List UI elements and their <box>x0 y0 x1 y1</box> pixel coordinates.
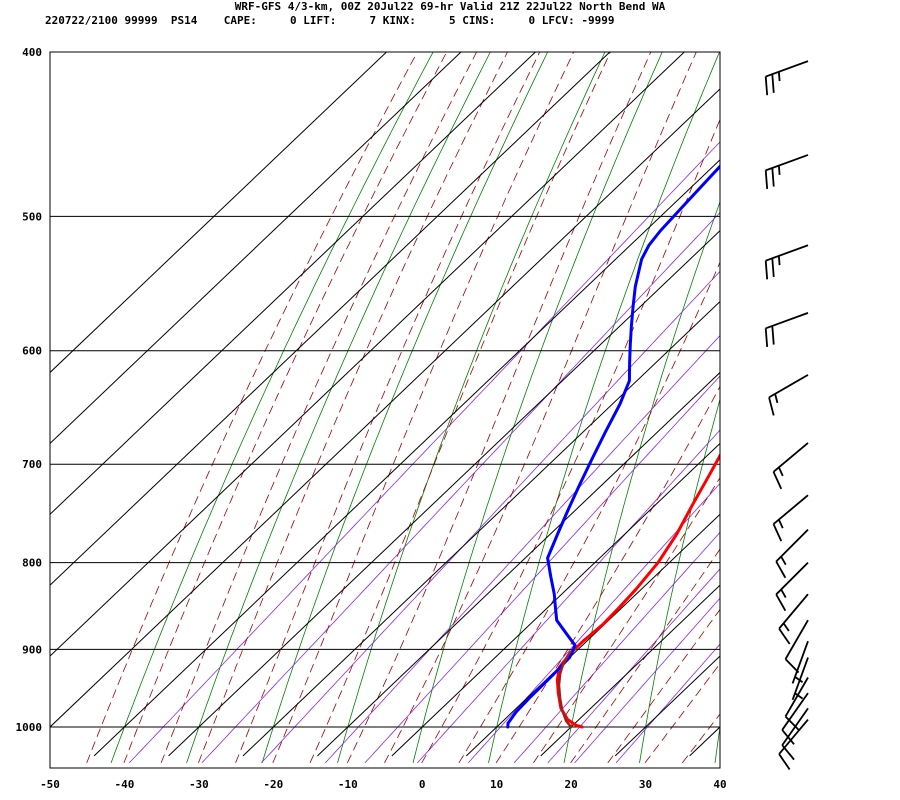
isotherm-line <box>50 88 720 728</box>
wind-barb <box>775 561 809 612</box>
y-tick-label: 800 <box>22 557 42 570</box>
dry-adiabat <box>791 33 900 763</box>
y-tick-label: 500 <box>22 210 42 223</box>
wind-barb <box>772 494 809 542</box>
wind-barb <box>764 244 809 280</box>
dry-adiabat <box>639 397 720 763</box>
x-tick-label: 20 <box>564 778 577 791</box>
profile-series <box>506 164 720 729</box>
moist-adiabat <box>533 477 720 764</box>
isotherm-line <box>93 159 720 757</box>
isotherm-line <box>50 52 387 374</box>
isotherm-line <box>614 655 720 757</box>
wind-barb <box>791 657 809 701</box>
dewpoint-profile <box>506 164 720 729</box>
x-tick-label: 40 <box>713 778 726 791</box>
isotherm-line <box>540 584 720 757</box>
isotherm-line <box>50 52 685 657</box>
isotherm-line <box>465 513 720 757</box>
mixing-ratio-line <box>467 482 720 764</box>
isotherm-line <box>168 230 720 757</box>
wind-barb <box>764 154 809 190</box>
wind-barb <box>784 619 809 674</box>
mixing-ratio-line <box>574 597 720 764</box>
moist-adiabat <box>272 52 575 764</box>
moist-adiabat <box>346 52 652 764</box>
x-tick-label: 0 <box>419 778 426 791</box>
moist-adiabat <box>160 52 478 764</box>
dry-adiabat <box>563 200 720 763</box>
x-tick-label: -50 <box>40 778 60 791</box>
isotherm-line <box>242 300 720 757</box>
y-tick-label: 400 <box>22 46 42 59</box>
chart-subtitle-indices: 220722/2100 99999 PS14 CAPE: 0 LIFT: 7 K… <box>45 14 615 27</box>
x-tick-label: -40 <box>115 778 135 791</box>
x-tick-label: 30 <box>639 778 652 791</box>
dry-adiabat <box>412 52 663 763</box>
dry-adiabat <box>186 52 491 764</box>
mixing-ratio-line <box>547 568 720 764</box>
isotherm-line <box>50 52 462 445</box>
parcel-path <box>557 650 573 729</box>
x-tick-label: -20 <box>263 778 283 791</box>
wind-barbs <box>764 60 809 770</box>
moist-adiabat <box>644 662 720 764</box>
isotherm-line <box>50 52 611 586</box>
dry-adiabat <box>488 52 720 763</box>
moist-adiabat <box>607 608 720 764</box>
moist-adiabat <box>235 52 541 764</box>
mixing-ratio-line <box>261 270 720 764</box>
x-tick-label: -30 <box>189 778 209 791</box>
moist-adiabat <box>384 52 697 764</box>
wind-barb <box>778 719 809 770</box>
dry-adiabat <box>110 52 434 764</box>
background-lines <box>86 33 900 764</box>
moist-adiabat <box>495 385 720 764</box>
isotherm-line <box>50 52 536 515</box>
wind-barb <box>791 640 809 684</box>
chart-title: WRF-GFS 4/3-km, 00Z 20Jul22 69-hr Valid … <box>234 0 666 13</box>
mixing-ratio-line <box>201 212 720 764</box>
dry-adiabat <box>261 52 549 764</box>
x-tick-label: 10 <box>490 778 503 791</box>
wind-barb <box>772 442 809 490</box>
isotherm-line <box>689 726 720 757</box>
plot-frame <box>49 51 721 769</box>
wind-barb <box>775 529 809 579</box>
wind-barb <box>764 312 809 347</box>
grid <box>50 51 720 757</box>
wind-barb <box>768 374 809 416</box>
mixing-ratio-line <box>513 531 720 764</box>
y-tick-label: 700 <box>22 458 42 471</box>
isotherm-line <box>391 442 720 757</box>
temperature-profile <box>555 452 720 729</box>
y-tick-label: 900 <box>22 643 42 656</box>
moist-adiabat <box>458 261 720 764</box>
wind-barb <box>784 677 809 731</box>
dry-adiabat <box>714 724 720 763</box>
wind-barb <box>764 60 809 96</box>
moist-adiabat <box>123 52 448 764</box>
moist-adiabat <box>570 548 720 764</box>
x-tick-label: -10 <box>338 778 358 791</box>
mixing-ratio-line <box>364 375 720 764</box>
mixing-ratio-line <box>325 334 720 764</box>
wind-barb <box>778 593 809 645</box>
y-tick-label: 1000 <box>16 721 43 734</box>
y-tick-label: 600 <box>22 345 42 358</box>
mixing-ratio-line <box>615 643 720 764</box>
moist-adiabat <box>86 52 418 764</box>
mixing-ratio-line <box>417 429 720 764</box>
moist-adiabat <box>681 713 720 764</box>
axis-ticks: 400 500 600 700 800 900 1000 -50 -40 -30 -20 -10 0 10… <box>16 46 727 791</box>
isotherm-line <box>317 371 720 757</box>
dry-adiabat <box>866 33 900 763</box>
